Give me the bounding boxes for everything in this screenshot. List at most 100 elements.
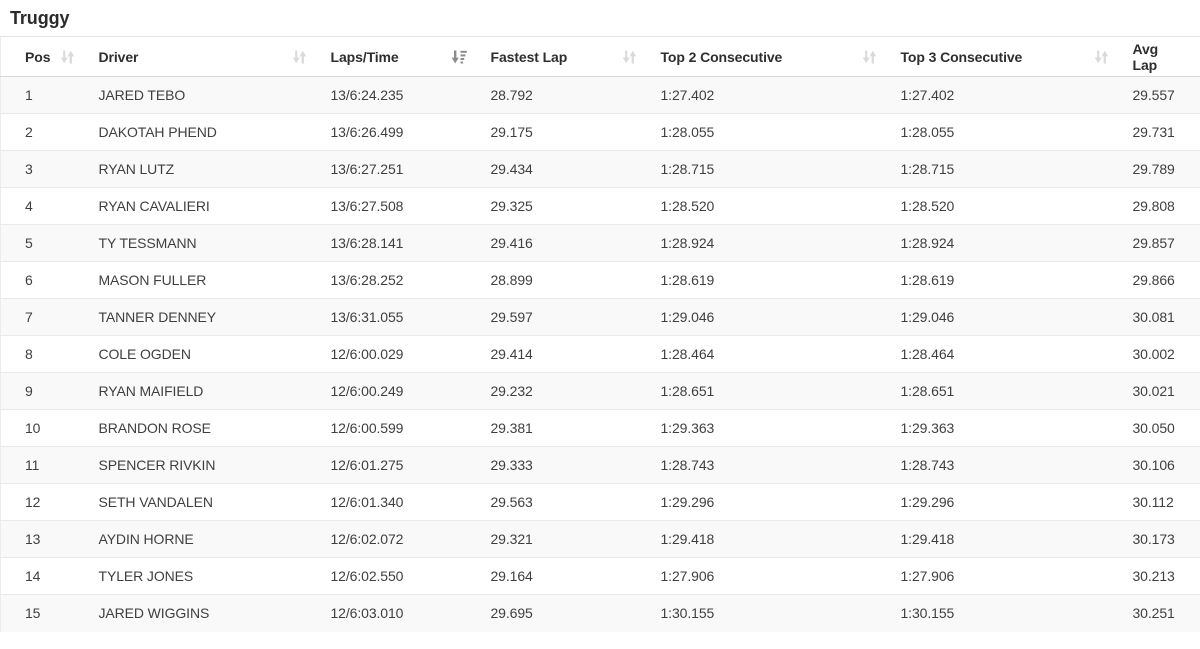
cell-driver: TYLER JONES bbox=[88, 557, 321, 595]
cell-pos: 3 bbox=[0, 150, 89, 188]
cell-laps-time: 13/6:28.141 bbox=[320, 224, 481, 262]
cell-fastest-lap: 29.232 bbox=[480, 372, 651, 410]
cell-driver: RYAN MAIFIELD bbox=[88, 372, 321, 410]
column-header-top-3-consecutive[interactable]: Top 3 Consecutive bbox=[890, 36, 1123, 77]
column-header-driver[interactable]: Driver bbox=[88, 36, 321, 77]
table-header-row: Pos Driver Lap bbox=[0, 36, 1200, 77]
cell-avg-lap: 30.106 bbox=[1122, 446, 1200, 484]
cell-top-3-consecutive: 1:28.715 bbox=[890, 150, 1123, 188]
sort-amount-desc-icon bbox=[451, 50, 467, 64]
column-label: Avg Lap bbox=[1132, 40, 1159, 73]
cell-pos: 10 bbox=[0, 409, 89, 447]
cell-laps-time: 13/6:31.055 bbox=[320, 298, 481, 336]
column-label: Top 2 Consecutive bbox=[660, 48, 783, 65]
cell-pos: 9 bbox=[0, 372, 89, 410]
table-row[interactable]: 13 AYDIN HORNE 12/6:02.072 29.321 1:29.418 1:… bbox=[0, 520, 1200, 558]
cell-top-3-consecutive: 1:28.055 bbox=[890, 113, 1123, 151]
cell-top-2-consecutive: 1:28.520 bbox=[650, 187, 891, 225]
cell-fastest-lap: 29.695 bbox=[480, 594, 651, 632]
table-row[interactable]: 10 BRANDON ROSE 12/6:00.599 29.381 1:29.363 1… bbox=[0, 409, 1200, 447]
table-row[interactable]: 3 RYAN LUTZ 13/6:27.251 29.434 1:28.715 1:28.… bbox=[0, 150, 1200, 188]
table-row[interactable]: 1 JARED TEBO 13/6:24.235 28.792 1:27.402 1:27… bbox=[0, 76, 1200, 114]
cell-top-3-consecutive: 1:29.046 bbox=[890, 298, 1123, 336]
table-row[interactable]: 2 DAKOTAH PHEND 13/6:26.499 29.175 1:28.055 1… bbox=[0, 113, 1200, 151]
cell-laps-time: 12/6:02.550 bbox=[320, 557, 481, 595]
cell-top-3-consecutive: 1:30.155 bbox=[890, 594, 1123, 632]
cell-top-3-consecutive: 1:28.924 bbox=[890, 224, 1123, 262]
cell-pos: 14 bbox=[0, 557, 89, 595]
cell-laps-time: 12/6:00.599 bbox=[320, 409, 481, 447]
table-row[interactable]: 7 TANNER DENNEY 13/6:31.055 29.597 1:29.046 1… bbox=[0, 298, 1200, 336]
sort-both-icon bbox=[1094, 50, 1109, 64]
cell-top-3-consecutive: 1:28.743 bbox=[890, 446, 1123, 484]
cell-top-3-consecutive: 1:28.464 bbox=[890, 335, 1123, 373]
cell-pos: 13 bbox=[0, 520, 89, 558]
table-row[interactable]: 9 RYAN MAIFIELD 12/6:00.249 29.232 1:28.651 1… bbox=[0, 372, 1200, 410]
cell-fastest-lap: 29.164 bbox=[480, 557, 651, 595]
cell-pos: 7 bbox=[0, 298, 89, 336]
cell-avg-lap: 30.050 bbox=[1122, 409, 1200, 447]
sort-both-icon bbox=[862, 50, 877, 64]
table-row[interactable]: 12 SETH VANDALEN 12/6:01.340 29.563 1:29.296… bbox=[0, 483, 1200, 521]
cell-fastest-lap: 28.899 bbox=[480, 261, 651, 299]
cell-laps-time: 13/6:24.235 bbox=[330, 87, 404, 103]
cell-driver: RYAN LUTZ bbox=[88, 150, 321, 188]
results-page: Truggy Pos Driver bbox=[0, 8, 1200, 632]
cell-top-2-consecutive: 1:29.418 bbox=[650, 520, 891, 558]
cell-fastest-lap: 29.381 bbox=[480, 409, 651, 447]
cell-top-2-consecutive: 1:27.402 bbox=[660, 87, 715, 103]
column-header-laps-time[interactable]: Laps/Time bbox=[320, 36, 481, 77]
cell-avg-lap: 30.021 bbox=[1122, 372, 1200, 410]
column-label: Driver bbox=[98, 48, 139, 65]
cell-laps-time: 13/6:27.508 bbox=[320, 187, 481, 225]
cell-top-2-consecutive: 1:29.363 bbox=[650, 409, 891, 447]
cell-top-2-consecutive: 1:27.906 bbox=[650, 557, 891, 595]
cell-fastest-lap: 29.416 bbox=[480, 224, 651, 262]
cell-fastest-lap: 29.434 bbox=[480, 150, 651, 188]
cell-avg-lap: 29.866 bbox=[1122, 261, 1200, 299]
cell-top-2-consecutive: 1:30.155 bbox=[650, 594, 891, 632]
cell-top-2-consecutive: 1:28.055 bbox=[650, 113, 891, 151]
cell-laps-time: 12/6:00.029 bbox=[320, 335, 481, 373]
table-row[interactable]: 11 SPENCER RIVKIN 12/6:01.275 29.333 1:28.74… bbox=[0, 446, 1200, 484]
cell-avg-lap: 30.251 bbox=[1122, 594, 1200, 632]
cell-top-2-consecutive: 1:28.743 bbox=[650, 446, 891, 484]
column-label: Top 3 Consecutive bbox=[900, 48, 1023, 65]
column-header-top-2-consecutive[interactable]: Top 2 Consecutive bbox=[650, 36, 891, 77]
cell-top-2-consecutive: 1:28.924 bbox=[650, 224, 891, 262]
cell-top-2-consecutive: 1:28.464 bbox=[650, 335, 891, 373]
cell-pos: 8 bbox=[0, 335, 89, 373]
table-row[interactable]: 6 MASON FULLER 13/6:28.252 28.899 1:28.619 1:… bbox=[0, 261, 1200, 299]
cell-fastest-lap: 29.175 bbox=[480, 113, 651, 151]
cell-driver: TANNER DENNEY bbox=[88, 298, 321, 336]
column-header-fastest-lap[interactable]: Fastest Lap bbox=[480, 36, 651, 77]
sort-both-icon bbox=[60, 50, 75, 64]
cell-pos: 2 bbox=[0, 113, 89, 151]
table-row[interactable]: 5 TY TESSMANN 13/6:28.141 29.416 1:28.924 1:2… bbox=[0, 224, 1200, 262]
cell-top-3-consecutive: 1:28.520 bbox=[890, 187, 1123, 225]
cell-avg-lap: 29.557 bbox=[1132, 87, 1175, 103]
cell-laps-time: 13/6:28.252 bbox=[320, 261, 481, 299]
cell-top-3-consecutive: 1:29.296 bbox=[890, 483, 1123, 521]
cell-pos: 12 bbox=[0, 483, 89, 521]
cell-avg-lap: 29.731 bbox=[1122, 113, 1200, 151]
cell-pos: 15 bbox=[0, 594, 89, 632]
table-row[interactable]: 4 RYAN CAVALIERI 13/6:27.508 29.325 1:28.520… bbox=[0, 187, 1200, 225]
column-header-avg-lap[interactable]: Avg Lap bbox=[1122, 36, 1200, 77]
cell-pos: 1 bbox=[25, 87, 33, 103]
column-header-pos[interactable]: Pos bbox=[0, 36, 89, 77]
cell-top-2-consecutive: 1:29.296 bbox=[650, 483, 891, 521]
cell-fastest-lap: 29.333 bbox=[480, 446, 651, 484]
cell-driver: SETH VANDALEN bbox=[88, 483, 321, 521]
cell-driver: SPENCER RIVKIN bbox=[88, 446, 321, 484]
table-row[interactable]: 8 COLE OGDEN 12/6:00.029 29.414 1:28.464 1:28… bbox=[0, 335, 1200, 373]
table-row[interactable]: 14 TYLER JONES 12/6:02.550 29.164 1:27.906 1:… bbox=[0, 557, 1200, 595]
cell-top-2-consecutive: 1:28.619 bbox=[650, 261, 891, 299]
table-row[interactable]: 15 JARED WIGGINS 12/6:03.010 29.695 1:30.155… bbox=[0, 594, 1200, 632]
cell-avg-lap: 30.112 bbox=[1122, 483, 1200, 521]
cell-top-3-consecutive: 1:28.619 bbox=[890, 261, 1123, 299]
cell-pos: 5 bbox=[0, 224, 89, 262]
cell-driver: COLE OGDEN bbox=[88, 335, 321, 373]
cell-fastest-lap: 29.321 bbox=[480, 520, 651, 558]
cell-fastest-lap: 29.414 bbox=[480, 335, 651, 373]
